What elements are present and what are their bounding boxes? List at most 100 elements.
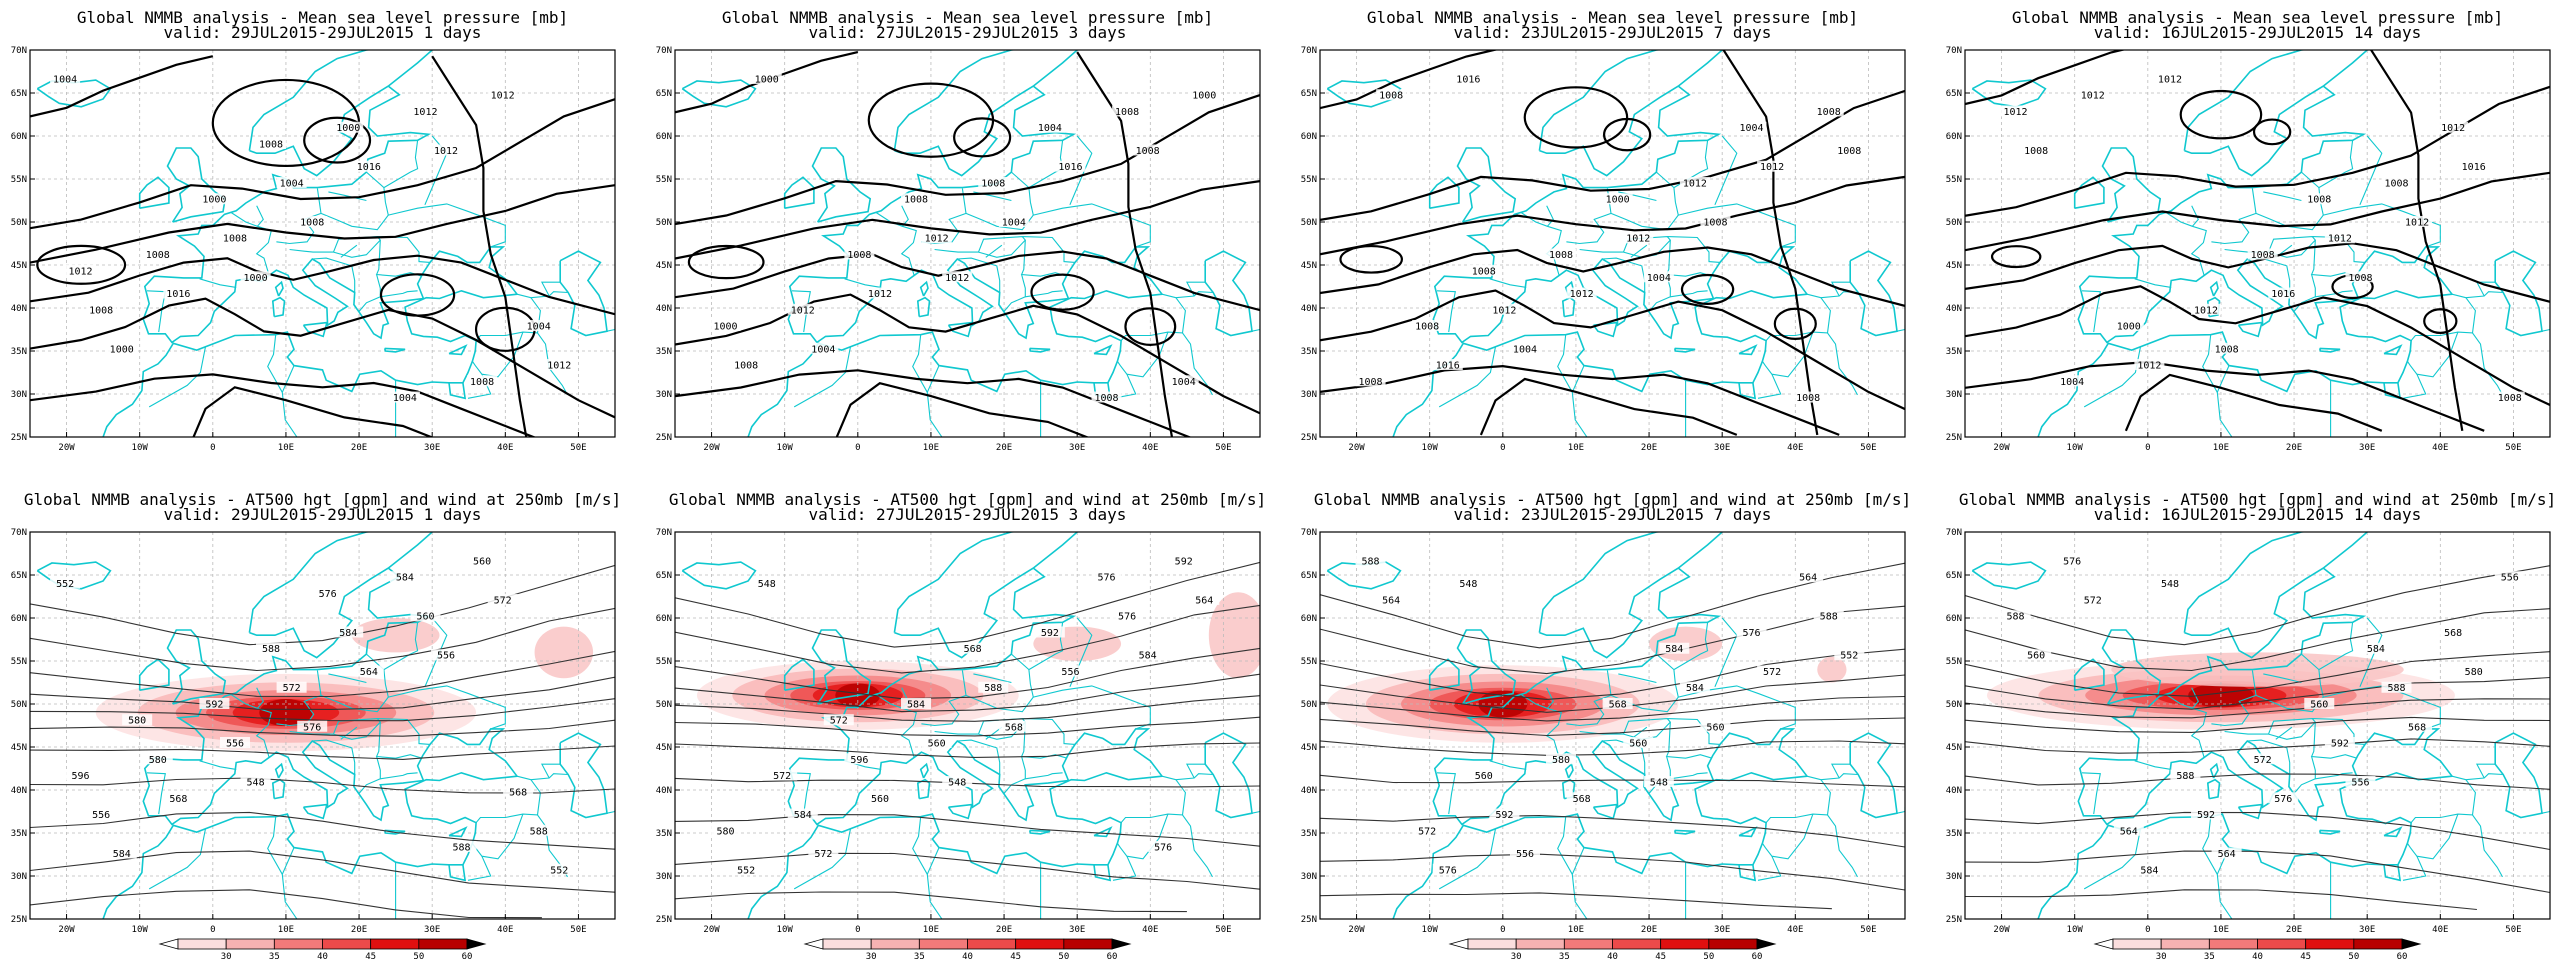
lat-tick-label: 30N (1301, 872, 1317, 882)
border-line (256, 687, 264, 709)
border-line (1667, 718, 1721, 745)
contour-label-bg (256, 137, 287, 149)
contour-label: 1008 (1796, 393, 1820, 404)
lon-tick-label: 10E (2213, 443, 2229, 453)
border-line (957, 257, 1001, 293)
lat-tick-label: 30N (11, 390, 27, 400)
border-line (2165, 694, 2207, 758)
border-line (1116, 331, 1169, 378)
contour-labels: 1016 1004 1008 1004 1008 1008 1012 1012 1016 1012… (1355, 72, 1865, 404)
contour-label-bg (2154, 577, 2185, 589)
lat-tick-label: 70N (11, 46, 27, 56)
height-contour (675, 673, 1260, 713)
closed-isobar (1124, 307, 1177, 346)
contour-label: 1008 (904, 195, 928, 206)
contour-label: 580 (717, 826, 735, 837)
border-line (148, 828, 207, 890)
colorbar-tick-label: 50 (1058, 952, 1069, 960)
border-line (1438, 346, 1497, 408)
border-line (340, 726, 358, 740)
contour-label-bg (240, 271, 271, 283)
contour-label-bg (199, 193, 230, 205)
colorbar-segment (2208, 938, 2258, 950)
wind-shade (1208, 592, 1260, 679)
panel-valid-date: valid: 16JUL2015-29JUL2015 14 days (2094, 23, 2422, 42)
border-line (1757, 373, 1782, 399)
contour-label: 592 (205, 699, 223, 710)
isobar (2369, 50, 2464, 431)
lon-tick-label: 10E (278, 443, 294, 453)
coastline (2073, 176, 2105, 209)
contour-label: 1000 (2117, 322, 2141, 333)
border-line (2202, 816, 2218, 875)
colorbar-cap (1756, 938, 1777, 950)
height-contour (1320, 740, 1905, 756)
lat-tick-label: 50N (1301, 700, 1317, 710)
lat-tick-label: 35N (1301, 347, 1317, 357)
colorbar-segment (2353, 938, 2403, 950)
lat-tick-label: 35N (656, 347, 672, 357)
lon-tick-label: 20W (1348, 925, 1365, 935)
lon-tick-label: 40E (497, 925, 513, 935)
contour-label-bg (2402, 720, 2433, 732)
contour-label-bg (431, 144, 462, 156)
border-line (1436, 290, 1456, 333)
colorbar-cap (158, 938, 179, 950)
lon-tick-label: 30E (1069, 925, 1085, 935)
height-contour (30, 745, 615, 760)
colorbar-segment (2257, 938, 2307, 950)
coastline (1326, 561, 1402, 590)
panel-valid-date: valid: 29JUL2015-29JUL2015 1 days (164, 505, 482, 524)
border-line (230, 212, 272, 276)
contour-label-bg (219, 232, 250, 244)
lon-tick-label: 10W (1422, 443, 1439, 453)
contour-label-bg (2113, 824, 2144, 836)
lat-tick-label: 60N (11, 614, 27, 624)
border-line (1896, 325, 1905, 332)
lon-tick-label: 10W (132, 443, 149, 453)
contour-label-bg (2077, 89, 2108, 101)
contour-label-bg (1679, 176, 1710, 188)
colorbar-segment (1660, 938, 1710, 950)
contour-label-bg (163, 287, 194, 299)
border-line (424, 617, 448, 688)
isobar (675, 180, 1260, 260)
contour-label: 1008 (2215, 344, 2239, 355)
coastline (1093, 864, 1112, 882)
contour-label-bg (2021, 649, 2052, 661)
contour-label: 1000 (755, 74, 779, 85)
lon-tick-label: 50E (570, 925, 586, 935)
contour-label-bg (487, 593, 518, 605)
border-line (2191, 687, 2199, 709)
border-line (146, 772, 166, 815)
border-line (2402, 855, 2427, 881)
contour-label-bg (1132, 144, 1163, 156)
border-line (388, 203, 506, 248)
contour-label-bg (710, 824, 741, 836)
coastline (1592, 321, 1618, 338)
lon-tick-label: 10W (777, 925, 794, 935)
coastline (2037, 85, 2454, 437)
lon-tick-label: 20W (703, 925, 720, 935)
contour-label: 1008 (2384, 178, 2408, 189)
contour-label: 1016 (166, 289, 190, 300)
border-line (2134, 278, 2172, 288)
lat-tick-label: 30N (1946, 390, 1962, 400)
contour-label-bg (50, 72, 81, 84)
contour-label: 576 (2063, 556, 2081, 567)
border-line (2293, 756, 2316, 794)
lon-tick-label: 50E (2505, 443, 2521, 453)
coastline (2183, 532, 2369, 659)
colorbar-tick-label: 60 (2397, 952, 2408, 960)
height-contour (1965, 738, 2550, 754)
coastline (1538, 532, 1724, 659)
contour-label: 1008 (2498, 393, 2522, 404)
panel-title: Global NMMB analysis - AT500 hgt [gpm] a… (1314, 490, 1911, 509)
lon-tick-label: 20E (351, 925, 367, 935)
contour-label-bg (1546, 248, 1577, 260)
lon-tick-label: 20W (58, 443, 75, 453)
contour-label-bg (2057, 554, 2088, 566)
border-line (1520, 694, 1562, 758)
contour-label: 572 (830, 716, 848, 727)
coastline (919, 762, 929, 779)
